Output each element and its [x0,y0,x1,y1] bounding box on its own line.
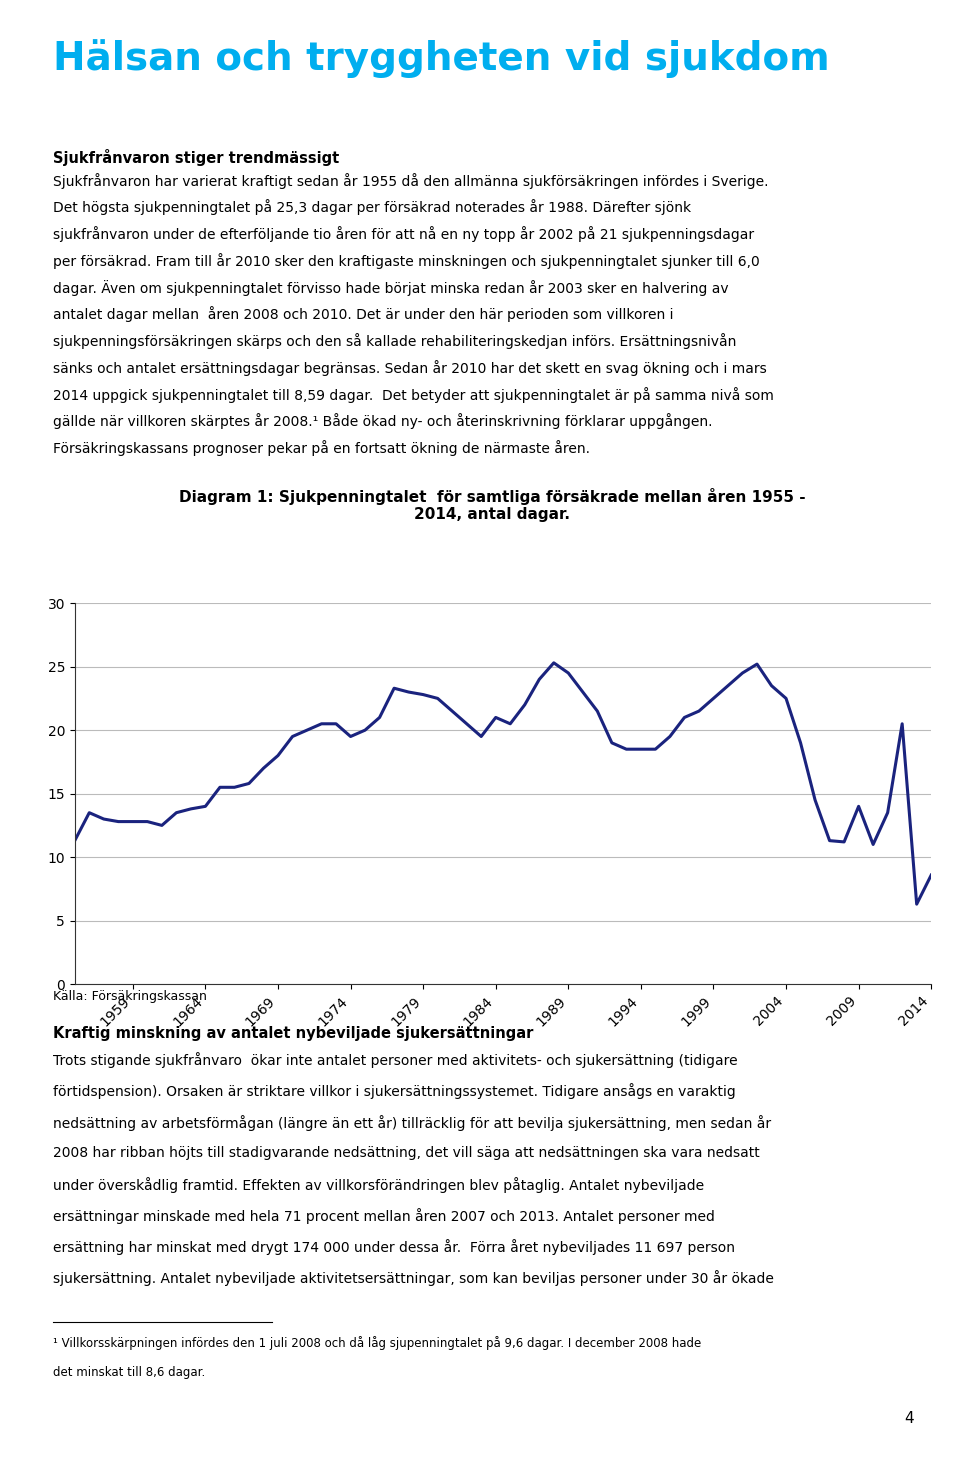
Text: Kraftig minskning av antalet nybeviljade sjukersättningar: Kraftig minskning av antalet nybeviljade… [53,1026,533,1040]
Text: 4: 4 [904,1411,914,1426]
Text: sjukpenningsförsäkringen skärps och den så kallade rehabiliteringskedjan införs.: sjukpenningsförsäkringen skärps och den … [53,333,736,349]
Text: Källa: Försäkringskassan: Källa: Försäkringskassan [53,991,206,1004]
Text: under överskådlig framtid. Effekten av villkorsförändringen blev påtaglig. Antal: under överskådlig framtid. Effekten av v… [53,1178,704,1194]
Text: Det högsta sjukpenningtalet på 25,3 dagar per försäkrad noterades år 1988. Däref: Det högsta sjukpenningtalet på 25,3 daga… [53,199,691,215]
Text: Försäkringskassans prognoser pekar på en fortsatt ökning de närmaste åren.: Försäkringskassans prognoser pekar på en… [53,440,589,456]
Text: Sjukfrånvaron har varierat kraftigt sedan år 1955 då den allmänna sjukförsäkring: Sjukfrånvaron har varierat kraftigt seda… [53,172,768,188]
Text: sjukersättning. Antalet nybeviljade aktivitetsersättningar, som kan beviljas per: sjukersättning. Antalet nybeviljade akti… [53,1271,774,1286]
Text: 2014 uppgick sjukpenningtalet till 8,59 dagar.  Det betyder att sjukpenningtalet: 2014 uppgick sjukpenningtalet till 8,59 … [53,387,774,403]
Text: ersättningar minskade med hela 71 procent mellan åren 2007 och 2013. Antalet per: ersättningar minskade med hela 71 procen… [53,1208,714,1224]
Text: gällde när villkoren skärptes år 2008.¹ Både ökad ny- och återinskrivning förkla: gällde när villkoren skärptes år 2008.¹ … [53,413,712,430]
Text: per försäkrad. Fram till år 2010 sker den kraftigaste minskningen och sjukpennin: per försäkrad. Fram till år 2010 sker de… [53,253,759,269]
Text: ¹ Villkorsskärpningen infördes den 1 juli 2008 och då låg sjupenningtalet på 9,6: ¹ Villkorsskärpningen infördes den 1 jul… [53,1337,701,1350]
Text: det minskat till 8,6 dagar.: det minskat till 8,6 dagar. [53,1366,205,1379]
Text: Diagram 1: Sjukpenningtalet  för samtliga försäkrade mellan åren 1955 -
2014, an: Diagram 1: Sjukpenningtalet för samtliga… [179,488,805,522]
Text: Hälsan och tryggheten vid sjukdom: Hälsan och tryggheten vid sjukdom [53,39,829,77]
Text: sänks och antalet ersättningsdagar begränsas. Sedan år 2010 har det skett en sva: sänks och antalet ersättningsdagar begrä… [53,359,766,375]
Text: Sjukfrånvaron stiger trendmässigt: Sjukfrånvaron stiger trendmässigt [53,149,339,165]
Text: sjukfrånvaron under de efterföljande tio åren för att nå en ny topp år 2002 på 2: sjukfrånvaron under de efterföljande tio… [53,226,754,243]
Text: ersättning har minskat med drygt 174 000 under dessa år.  Förra året nybeviljade: ersättning har minskat med drygt 174 000… [53,1239,734,1255]
Text: nedsättning av arbetsförmågan (längre än ett år) tillräcklig för att bevilja sju: nedsättning av arbetsförmågan (längre än… [53,1115,771,1131]
Text: Trots stigande sjukfrånvaro  ökar inte antalet personer med aktivitets- och sjuk: Trots stigande sjukfrånvaro ökar inte an… [53,1052,737,1068]
Text: förtidspension). Orsaken är striktare villkor i sjukersättningssystemet. Tidigar: förtidspension). Orsaken är striktare vi… [53,1084,735,1100]
Text: dagar. Även om sjukpenningtalet förvisso hade börjat minska redan år 2003 sker e: dagar. Även om sjukpenningtalet förvisso… [53,279,729,295]
Text: antalet dagar mellan  åren 2008 och 2010. Det är under den här perioden som vill: antalet dagar mellan åren 2008 och 2010.… [53,307,673,323]
Text: 2008 har ribban höjts till stadigvarande nedsättning, det vill säga att nedsättn: 2008 har ribban höjts till stadigvarande… [53,1145,759,1160]
